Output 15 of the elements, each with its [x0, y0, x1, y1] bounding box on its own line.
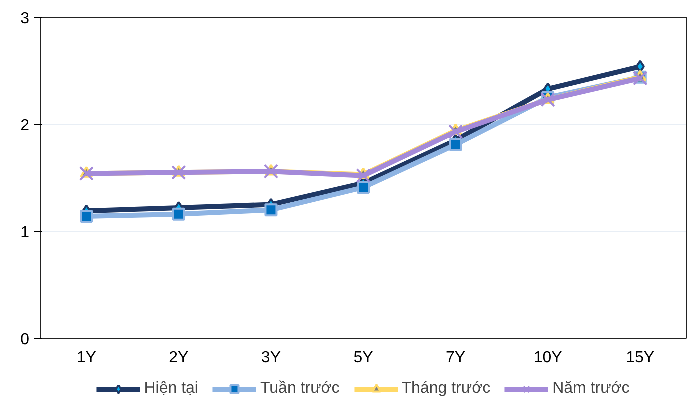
y-tick-label: 0	[20, 332, 30, 348]
x-tick-label: 7Y	[446, 350, 466, 366]
y-tick-label: 2	[20, 118, 30, 134]
x-tick-label: 15Y	[626, 350, 655, 366]
x-tick-label: 3Y	[261, 350, 282, 366]
x-tick-label: 5Y	[354, 350, 374, 366]
x-tick-label: 10Y	[534, 350, 563, 366]
x-tick-label: 1Y	[76, 350, 97, 366]
y-tick-label: 3	[20, 10, 30, 28]
legend-label: Năm trước	[552, 380, 630, 398]
legend-label: Tuần trước	[260, 380, 340, 398]
y-tick-label: 1	[20, 224, 30, 242]
legend-label: Hiện tại	[144, 380, 198, 398]
legend-label: Tháng trước	[402, 380, 491, 398]
x-tick-label: 2Y	[169, 350, 190, 366]
